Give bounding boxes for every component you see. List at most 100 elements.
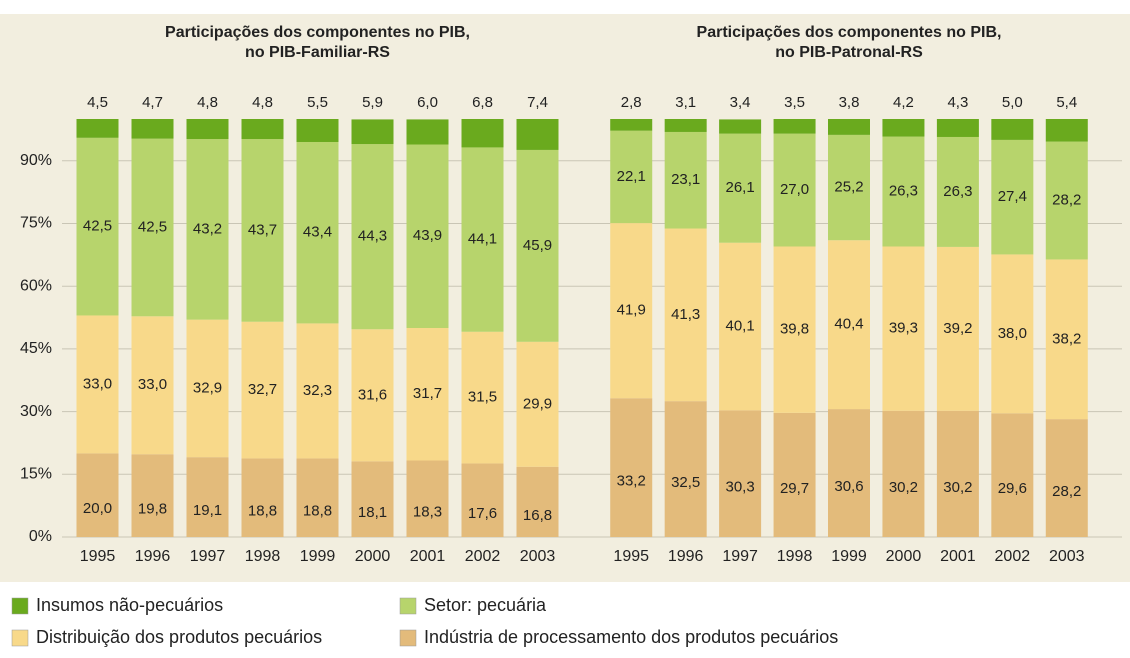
x-tick-label: 1997 — [190, 548, 226, 565]
bar-segment — [936, 136, 979, 247]
data-label: 6,0 — [417, 94, 438, 111]
data-label: 5,4 — [1056, 94, 1077, 111]
bar-segment — [882, 246, 925, 411]
bar-segment — [461, 147, 504, 332]
data-label: 31,7 — [413, 385, 442, 402]
bar-segment — [461, 331, 504, 464]
bar-segment — [882, 119, 925, 137]
y-tick-label: 75% — [20, 215, 52, 232]
data-label: 27,4 — [998, 188, 1027, 205]
data-label: 43,9 — [413, 227, 442, 244]
bar-segment — [406, 119, 449, 145]
data-label: 32,5 — [671, 474, 700, 491]
bar-segment — [461, 463, 504, 537]
data-label: 45,9 — [523, 237, 552, 254]
bar-segment — [76, 119, 119, 138]
data-label: 29,9 — [523, 395, 552, 412]
data-label: 4,8 — [252, 94, 273, 111]
x-tick-label: 1998 — [245, 548, 281, 565]
data-label: 18,1 — [358, 504, 387, 521]
bar-segment — [719, 119, 762, 134]
data-label: 39,8 — [780, 321, 809, 338]
data-label: 28,2 — [1052, 483, 1081, 500]
x-tick-label: 2002 — [995, 548, 1031, 565]
data-label: 25,2 — [834, 179, 863, 196]
data-label: 33,0 — [83, 375, 112, 392]
bar-segment — [131, 316, 174, 455]
bar-segment — [719, 410, 762, 537]
bar-segment — [828, 119, 870, 135]
x-tick-label: 2001 — [940, 548, 976, 565]
x-tick-label: 2002 — [465, 548, 501, 565]
data-label: 7,4 — [527, 94, 548, 111]
bar-segment — [461, 119, 504, 148]
bar-segment — [131, 138, 174, 317]
data-label: 22,1 — [617, 168, 646, 185]
bar-segment — [773, 412, 816, 537]
data-label: 41,3 — [671, 306, 700, 323]
bar-segment — [241, 139, 284, 322]
data-label: 18,3 — [413, 504, 442, 521]
data-label: 32,9 — [193, 379, 222, 396]
bar-segment — [610, 398, 653, 537]
bar-segment — [406, 144, 449, 328]
y-tick-label: 60% — [20, 277, 52, 294]
data-label: 38,2 — [1052, 330, 1081, 347]
data-label: 32,3 — [303, 382, 332, 399]
bar-segment — [241, 119, 284, 140]
bar-segment — [991, 139, 1034, 255]
data-label: 40,4 — [834, 316, 863, 333]
bar-segment — [406, 460, 449, 537]
x-tick-label: 2003 — [1049, 548, 1085, 565]
bar-segment — [351, 119, 394, 145]
bar-segment — [991, 254, 1034, 414]
panel-title: Participações dos componentes no PIB, — [697, 24, 1002, 41]
bar-segment — [76, 453, 119, 537]
bar-segment — [936, 119, 979, 137]
data-label: 18,8 — [303, 503, 332, 520]
data-label: 3,1 — [675, 94, 696, 111]
bar-segment — [76, 137, 119, 316]
bar-segment — [828, 409, 870, 537]
data-label: 26,1 — [726, 179, 755, 196]
data-label: 6,8 — [472, 94, 493, 111]
data-label: 30,6 — [834, 478, 863, 495]
bar-segment — [664, 119, 707, 132]
data-label: 42,5 — [138, 218, 167, 235]
x-tick-label: 2003 — [520, 548, 556, 565]
x-tick-label: 1996 — [135, 548, 171, 565]
data-label: 42,5 — [83, 218, 112, 235]
x-tick-label: 1996 — [668, 548, 704, 565]
bar-segment — [351, 144, 394, 330]
bar-segment — [610, 223, 653, 399]
bar-segment — [516, 119, 559, 150]
legend-label: Indústria de processamento dos produtos … — [424, 627, 838, 647]
bar-segment — [664, 401, 707, 537]
data-label: 27,0 — [780, 181, 809, 198]
y-tick-label: 90% — [20, 152, 52, 169]
data-label: 32,7 — [248, 381, 277, 398]
data-label: 43,7 — [248, 221, 277, 238]
bar-segment — [131, 119, 174, 139]
bar-segment — [516, 341, 559, 467]
bar-segment — [296, 141, 339, 324]
x-tick-label: 2000 — [886, 548, 922, 565]
legend-swatch — [399, 629, 417, 647]
data-label: 43,2 — [193, 220, 222, 237]
data-label: 44,3 — [358, 228, 387, 245]
x-tick-label: 1998 — [777, 548, 813, 565]
data-label: 4,2 — [893, 94, 914, 111]
bar-segment — [1045, 141, 1088, 260]
bar-segment — [828, 134, 870, 241]
data-label: 2,8 — [621, 94, 642, 111]
bar-segment — [76, 315, 119, 454]
data-label: 5,9 — [362, 94, 383, 111]
x-tick-label: 1999 — [831, 548, 867, 565]
data-label: 3,5 — [784, 94, 805, 111]
panel-title: no PIB-Familiar-RS — [245, 44, 390, 61]
legend-swatch — [11, 597, 29, 615]
data-label: 31,5 — [468, 389, 497, 406]
bar-segment — [516, 466, 559, 537]
x-tick-label: 2000 — [355, 548, 391, 565]
